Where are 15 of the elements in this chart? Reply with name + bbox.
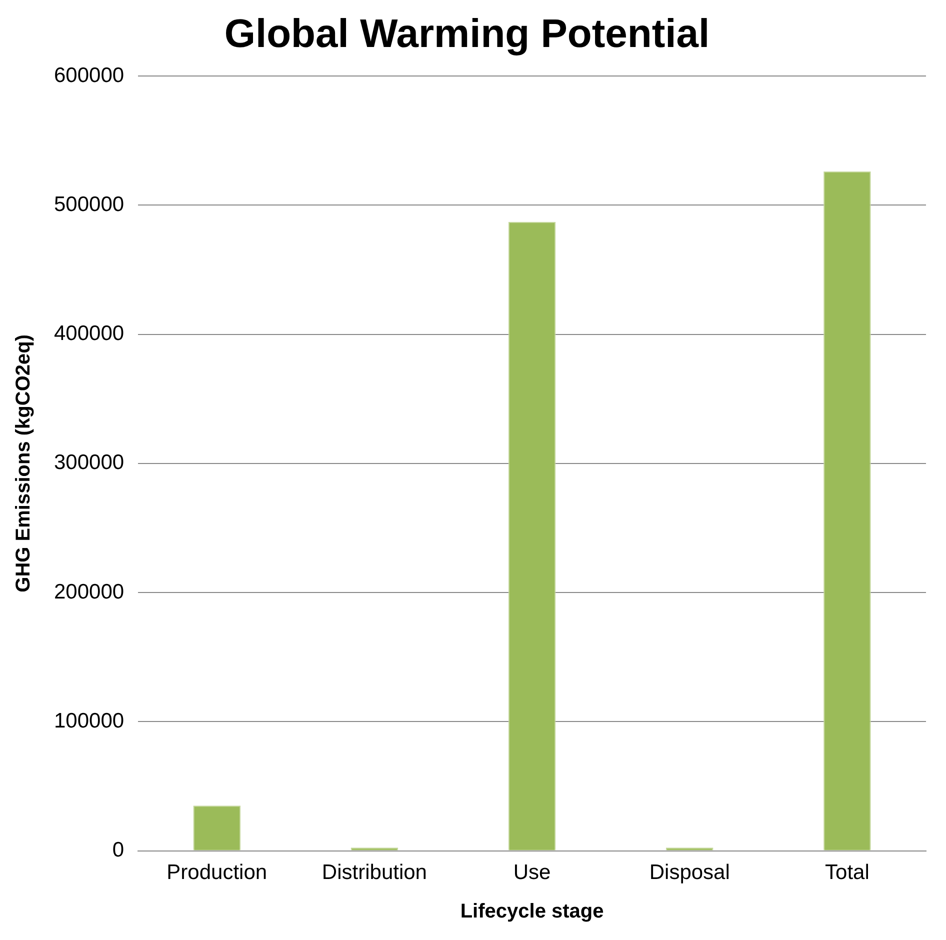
y-tick-label: 600000 — [54, 64, 124, 87]
x-axis-title: Lifecycle stage — [460, 900, 604, 923]
y-tick-label: 300000 — [54, 451, 124, 474]
x-tick-label: Use — [513, 861, 551, 884]
y-tick-label: 0 — [112, 838, 124, 862]
x-tick-label: Production — [166, 861, 268, 884]
y-tick-label: 100000 — [54, 709, 124, 732]
chart-title: Global Warming Potential — [224, 12, 710, 56]
y-axis-title: GHG Emissions (kgCO2eq) — [12, 334, 35, 592]
y-tick-label: 200000 — [54, 580, 124, 604]
x-tick-label: Disposal — [649, 861, 730, 884]
y-tick-label: 500000 — [54, 192, 124, 216]
x-tick-label: Distribution — [322, 861, 427, 884]
x-tick-label: Total — [825, 861, 870, 884]
y-tick-label: 400000 — [54, 322, 124, 346]
